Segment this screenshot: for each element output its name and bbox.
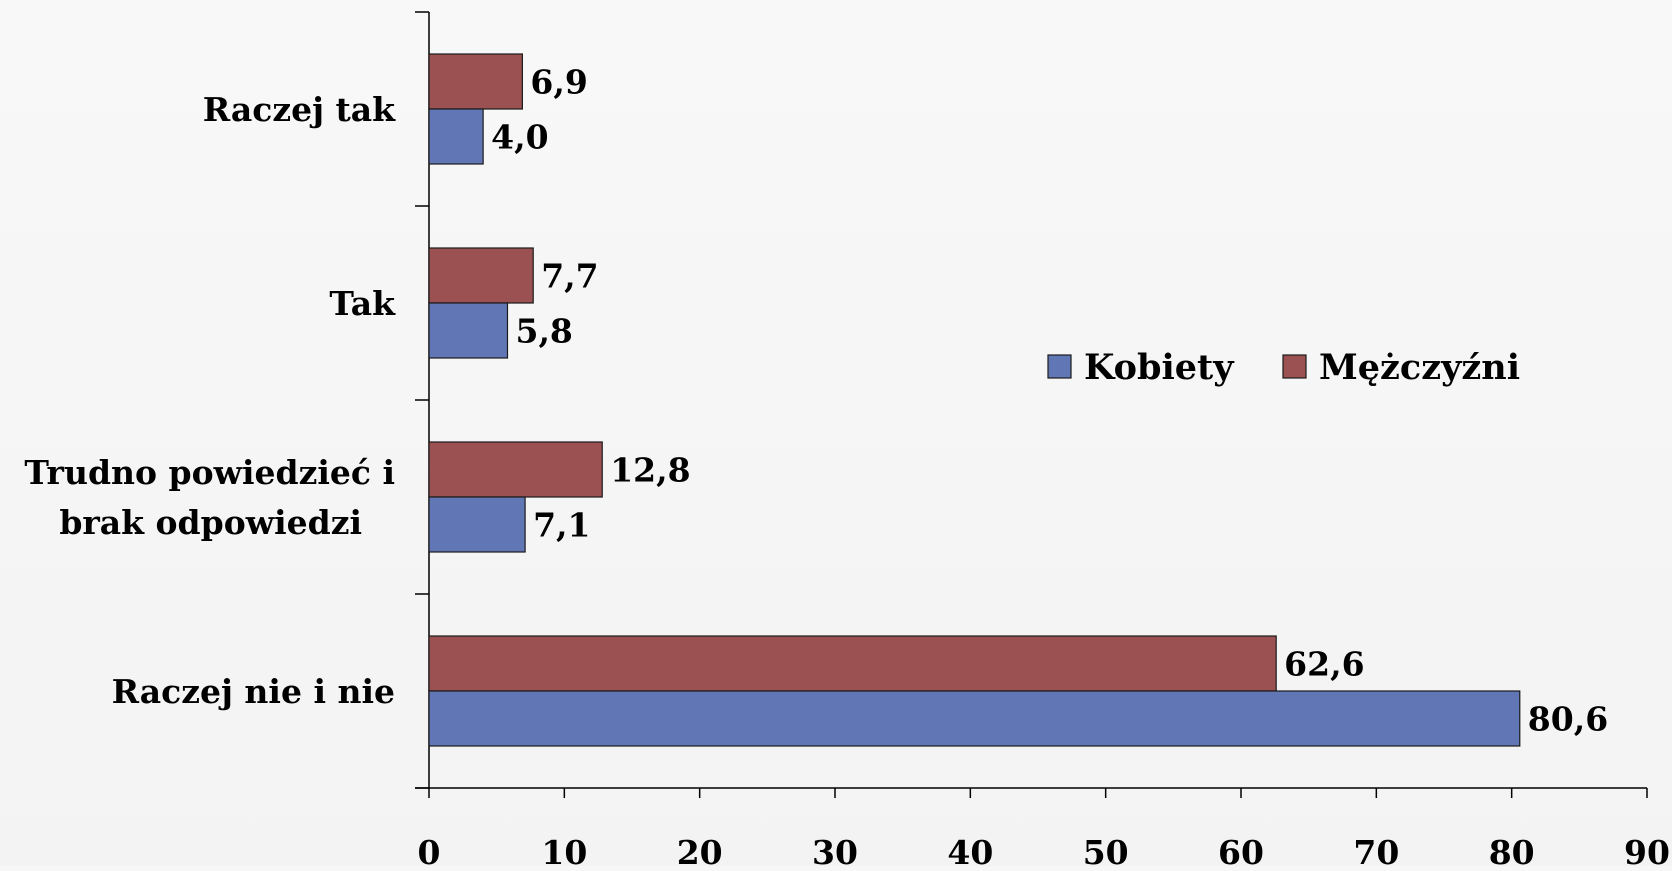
legend-label: Mężczyźni	[1319, 347, 1520, 388]
x-tick-label: 80	[1489, 833, 1535, 866]
x-tick-label: 40	[947, 833, 993, 866]
labels: 0 10 20 30 40 50 60 70 80 90 6,9 4,0 Raczej tak 7,7 5,…	[24, 63, 1670, 871]
data-label: 7,1	[533, 506, 590, 545]
category-label: Trudno powiedzieć i brak odpowiedzi	[24, 453, 395, 542]
category-label: Raczej tak	[203, 90, 396, 129]
category-label-line: Raczej nie i nie	[112, 672, 395, 711]
x-tick-label: 70	[1353, 833, 1399, 866]
bars	[428, 53, 1521, 747]
data-label: 12,8	[610, 451, 690, 490]
legend-swatch	[1047, 354, 1072, 379]
category-label-line: Tak	[329, 284, 396, 323]
x-tick-label: 50	[1083, 833, 1129, 866]
data-label: 6,9	[530, 63, 587, 102]
x-tick-label: 60	[1218, 833, 1264, 866]
bar-mezczyzni	[428, 53, 523, 110]
bar-mezczyzni	[428, 635, 1277, 692]
bar-mezczyzni	[428, 441, 603, 498]
x-tick-label: 20	[677, 833, 723, 866]
category-label: Tak	[329, 284, 396, 323]
category-label-line: Trudno powiedzieć i	[24, 453, 395, 492]
data-label: 5,8	[515, 312, 572, 351]
bar-kobiety	[428, 690, 1521, 747]
bar-kobiety	[428, 302, 509, 359]
data-label: 62,6	[1284, 645, 1364, 684]
x-tick-label: 10	[541, 833, 587, 866]
category-label-line: brak odpowiedzi	[59, 503, 362, 542]
bar-kobiety	[428, 496, 526, 553]
legend-swatch	[1282, 354, 1307, 379]
data-label: 7,7	[541, 257, 598, 296]
x-tick-label: 90	[1624, 833, 1670, 866]
bar-kobiety	[428, 108, 484, 165]
legend: Kobiety Mężczyźni	[1047, 347, 1520, 388]
bar-mezczyzni	[428, 247, 534, 304]
data-label: 4,0	[491, 118, 548, 157]
category-label-line: Raczej tak	[203, 90, 396, 129]
category-label: Raczej nie i nie	[112, 672, 395, 711]
legend-label: Kobiety	[1084, 347, 1235, 388]
x-tick-label: 30	[812, 833, 858, 866]
x-tick-label: 0	[418, 833, 441, 866]
data-label: 80,6	[1528, 700, 1608, 739]
